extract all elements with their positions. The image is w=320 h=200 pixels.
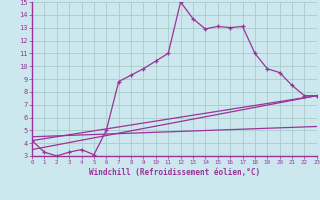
X-axis label: Windchill (Refroidissement éolien,°C): Windchill (Refroidissement éolien,°C): [89, 168, 260, 177]
